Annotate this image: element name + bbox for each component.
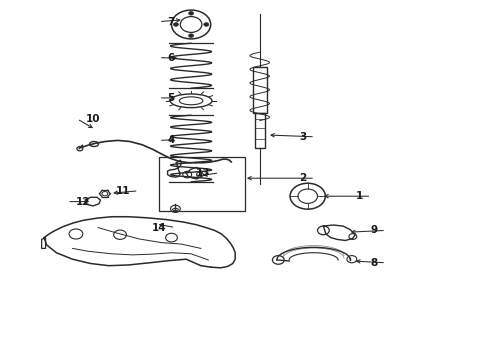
Text: 1: 1	[355, 191, 363, 201]
Circle shape	[189, 34, 194, 37]
Circle shape	[204, 23, 209, 26]
Text: 11: 11	[115, 186, 130, 196]
Circle shape	[189, 12, 194, 15]
Text: 12: 12	[76, 197, 91, 207]
Text: 5: 5	[168, 93, 175, 103]
Text: 8: 8	[370, 258, 377, 268]
Text: 13: 13	[196, 168, 211, 178]
Text: 6: 6	[168, 53, 175, 63]
Text: 2: 2	[299, 173, 306, 183]
Text: 9: 9	[370, 225, 377, 235]
Text: 14: 14	[152, 222, 167, 233]
Circle shape	[173, 23, 178, 26]
Text: 3: 3	[299, 132, 306, 142]
Text: 7: 7	[168, 17, 175, 27]
Text: 4: 4	[168, 135, 175, 145]
Text: 10: 10	[86, 114, 100, 124]
